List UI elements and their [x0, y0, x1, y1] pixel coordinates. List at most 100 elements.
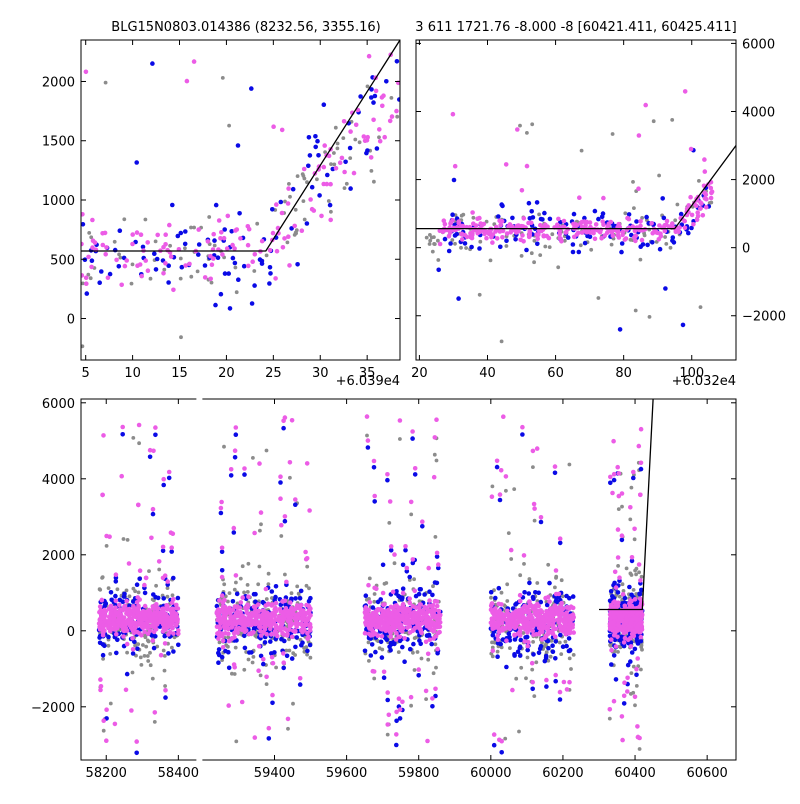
data-point: [426, 652, 431, 657]
data-point: [499, 739, 504, 744]
data-point: [290, 656, 295, 661]
data-point: [425, 236, 429, 240]
data-point: [269, 632, 274, 637]
data-point: [567, 649, 572, 654]
data-point: [114, 651, 119, 656]
data-point: [387, 521, 391, 525]
data-point: [236, 143, 241, 148]
data-point: [640, 648, 644, 652]
data-point: [435, 581, 440, 586]
data-point: [366, 438, 371, 443]
data-point: [493, 621, 498, 626]
data-point: [130, 282, 134, 286]
data-point: [267, 572, 271, 576]
data-point: [543, 643, 547, 647]
data-point: [634, 309, 638, 313]
data-point: [151, 507, 156, 512]
data-point: [163, 641, 168, 646]
data-point: [114, 572, 119, 577]
data-point: [558, 690, 563, 695]
data-point: [425, 739, 430, 744]
data-point: [143, 258, 148, 263]
data-point: [290, 418, 295, 423]
data-point: [607, 222, 612, 227]
data-point: [627, 217, 632, 222]
data-point: [116, 587, 120, 591]
data-point: [617, 235, 622, 240]
data-point: [443, 237, 448, 242]
data-point: [231, 256, 236, 261]
data-point: [526, 640, 531, 645]
data-point: [225, 246, 230, 251]
data-point: [381, 610, 386, 615]
data-point: [526, 616, 531, 621]
data-point: [284, 606, 289, 611]
data-point: [383, 582, 387, 586]
data-point: [98, 677, 103, 682]
data-point: [98, 588, 102, 592]
data-point: [121, 634, 126, 639]
data-point: [660, 196, 665, 201]
data-point: [579, 243, 583, 247]
data-point: [165, 579, 170, 584]
data-point: [271, 231, 276, 236]
data-point: [113, 248, 118, 253]
data-point: [498, 245, 503, 250]
data-point: [348, 146, 353, 151]
data-point: [638, 219, 643, 224]
data-point: [504, 162, 509, 167]
data-point: [220, 593, 225, 598]
data-point: [463, 241, 468, 246]
data-point: [281, 419, 286, 424]
data-point: [295, 585, 299, 589]
data-point: [109, 702, 113, 706]
data-point: [132, 587, 136, 591]
data-point: [230, 621, 235, 626]
data-point: [631, 470, 636, 475]
data-point: [221, 600, 226, 605]
data-point: [618, 327, 623, 332]
data-point: [252, 655, 256, 659]
data-point: [134, 739, 139, 744]
x-tick-label: 10: [124, 366, 141, 381]
data-point: [623, 211, 627, 215]
data-point: [566, 235, 571, 240]
data-point: [436, 258, 440, 262]
data-point: [397, 650, 401, 654]
data-point: [196, 227, 201, 232]
data-point: [512, 487, 516, 491]
data-point: [519, 224, 524, 229]
data-point: [171, 649, 176, 654]
data-point: [401, 586, 406, 591]
data-point: [122, 629, 127, 634]
data-point: [372, 600, 376, 604]
data-point: [221, 76, 225, 80]
data-point: [252, 531, 257, 536]
data-point: [278, 480, 283, 485]
data-point: [571, 250, 576, 255]
data-point: [530, 680, 535, 685]
data-point: [549, 614, 554, 619]
data-point: [524, 676, 528, 680]
data-point: [491, 648, 496, 653]
data-point: [249, 86, 254, 91]
data-point: [394, 743, 399, 748]
data-point: [560, 578, 564, 582]
data-point: [298, 682, 303, 687]
data-point: [508, 626, 513, 631]
data-point: [131, 436, 135, 440]
data-point: [286, 717, 291, 722]
data-point: [564, 605, 569, 610]
y-tick-label: 500: [50, 253, 75, 268]
data-point: [388, 119, 393, 124]
data-point: [529, 221, 534, 226]
data-point: [609, 648, 614, 653]
data-point: [671, 235, 676, 240]
data-point: [689, 147, 694, 152]
data-point: [372, 586, 377, 591]
data-point: [408, 601, 413, 606]
data-point: [503, 737, 507, 741]
data-point: [251, 456, 255, 460]
data-point: [436, 562, 441, 567]
data-point: [489, 621, 494, 626]
